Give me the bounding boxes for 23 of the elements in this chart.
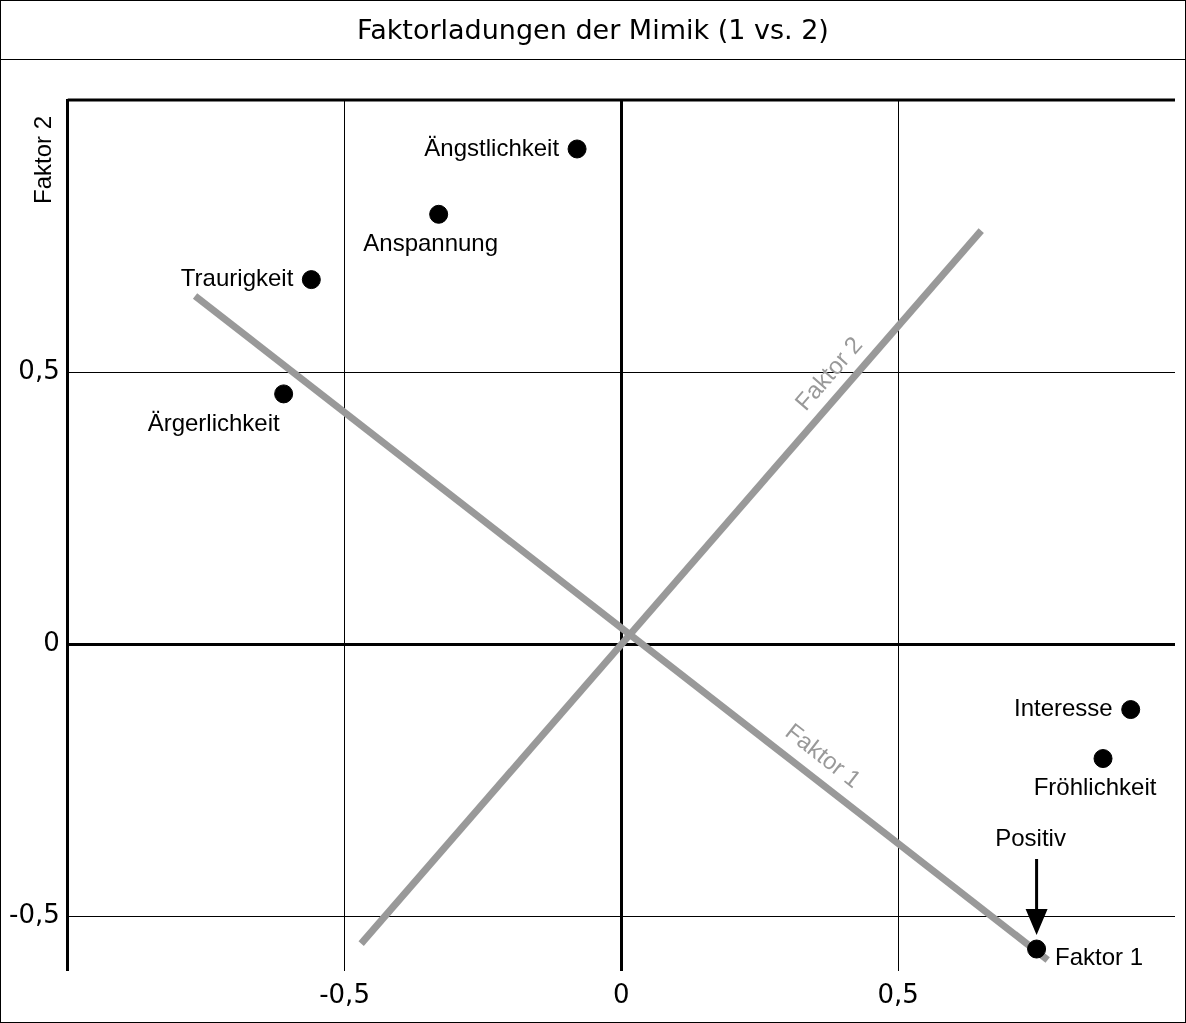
x-tick-label: 0,5 bbox=[877, 979, 919, 1010]
point bbox=[1027, 939, 1047, 959]
annotation: Positiv bbox=[995, 823, 1066, 851]
series-label: Ärgerlichkeit bbox=[147, 408, 280, 436]
x-tick-label: 0 bbox=[613, 979, 630, 1010]
point bbox=[429, 204, 449, 224]
series-label: Traurigkeit bbox=[180, 264, 294, 292]
x-tick-label: -0,5 bbox=[319, 979, 370, 1010]
chart-title: Faktorladungen der Mimik (1 vs. 2) bbox=[1, 1, 1185, 60]
series-label: Interesse bbox=[1013, 694, 1113, 722]
series-label: Anspannung bbox=[363, 228, 499, 256]
point bbox=[567, 139, 587, 159]
y-tick-label: 0,5 bbox=[18, 354, 60, 385]
x-axis-title: Faktor 1 bbox=[1055, 943, 1144, 971]
point bbox=[301, 270, 321, 290]
series-label: Ängstlichkeit bbox=[424, 133, 560, 161]
y-tick-label: -0,5 bbox=[9, 899, 60, 930]
series-label: Fröhlichkeit bbox=[1033, 773, 1157, 801]
point bbox=[1093, 749, 1113, 769]
y-tick-label: 0 bbox=[43, 627, 60, 657]
y-axis-title: Faktor 2 bbox=[28, 115, 56, 205]
point bbox=[274, 384, 294, 404]
point bbox=[1121, 700, 1141, 720]
